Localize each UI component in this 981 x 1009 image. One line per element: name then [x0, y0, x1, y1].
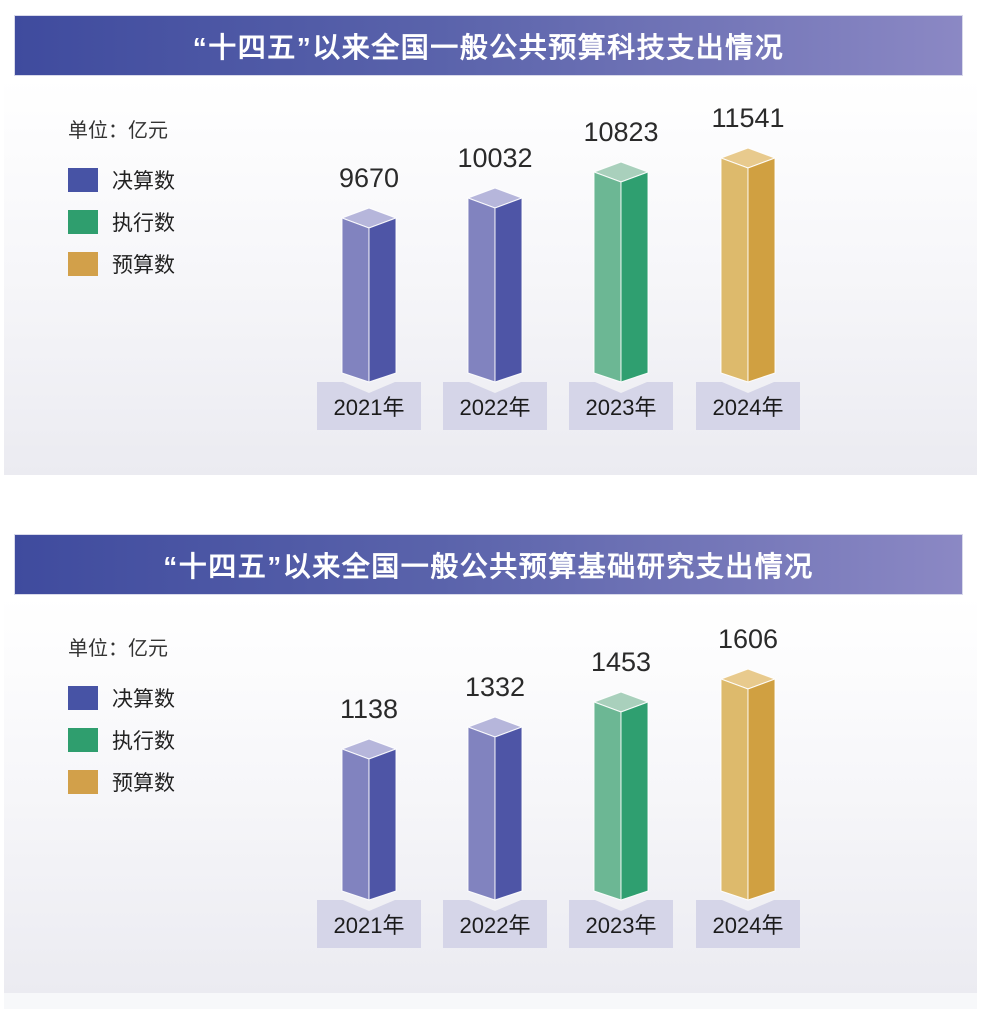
category-label: 2023年	[586, 913, 657, 938]
bottom-strip	[4, 993, 977, 1009]
bar-left-face	[593, 171, 622, 383]
bar-right-face	[368, 748, 397, 901]
final-legend-swatch	[68, 168, 98, 192]
final-legend-swatch	[68, 686, 98, 710]
budget-legend-swatch	[68, 770, 98, 794]
value-label: 1453	[591, 647, 651, 677]
bar-left-face	[467, 197, 496, 383]
bar-left-face	[467, 726, 496, 901]
legend-item: 执行数	[68, 728, 175, 753]
category-label: 2024年	[713, 913, 784, 938]
value-label: 10032	[457, 143, 532, 173]
category-label: 2023年	[586, 395, 657, 420]
year-label-box	[569, 382, 673, 430]
year-label-box	[443, 900, 547, 948]
legend-label: 执行数	[112, 730, 175, 753]
legend-label: 决算数	[112, 170, 175, 193]
legend: 决算数 执行数 预算数	[68, 168, 175, 294]
legend-label: 预算数	[112, 254, 175, 277]
value-label: 1606	[718, 624, 778, 654]
value-label: 11541	[711, 103, 784, 133]
bar-right-face	[620, 171, 649, 383]
year-label-box	[696, 382, 800, 430]
panel-title: “十四五”以来全国一般公共预算科技支出情况	[192, 31, 785, 63]
bar-left-face	[720, 157, 749, 383]
legend-item: 决算数	[68, 686, 175, 711]
bar-left-face	[593, 701, 622, 901]
bar-left-face	[720, 678, 749, 901]
category-label: 2021年	[334, 913, 405, 938]
executed-legend-swatch	[68, 728, 98, 752]
bar-left-face	[341, 217, 370, 383]
legend-label: 预算数	[112, 772, 175, 795]
year-label-box	[317, 382, 421, 430]
value-label: 9670	[339, 163, 399, 193]
value-label: 1332	[465, 672, 525, 702]
budget-legend-swatch	[68, 252, 98, 276]
chart-area-tech-spending: 单位：亿元 决算数执行数预算数 9670 2021年 10032 2022年 10823…	[4, 78, 977, 475]
legend-item: 预算数	[68, 252, 175, 277]
unit-label: 单位：亿元	[68, 120, 168, 142]
bar-right-face	[494, 197, 523, 383]
legend-label: 执行数	[112, 212, 175, 235]
legend-item: 决算数	[68, 168, 175, 193]
category-label: 2022年	[460, 395, 531, 420]
category-label: 2024年	[713, 395, 784, 420]
year-label-box	[696, 900, 800, 948]
year-label-box	[569, 900, 673, 948]
bar-right-face	[368, 217, 397, 383]
value-label: 10823	[583, 117, 658, 147]
value-label: 1138	[340, 694, 398, 724]
bar-chart-svg: 1138 2021年 1332 2022年 1453 2023年 1606 2024年	[317, 624, 800, 948]
title-bar-basic-research: “十四五”以来全国一般公共预算基础研究支出情况	[14, 534, 963, 595]
bar-right-face	[620, 701, 649, 901]
category-label: 2021年	[334, 395, 405, 420]
legend-label: 决算数	[112, 688, 175, 711]
chart-area-basic-research: 单位：亿元 决算数执行数预算数 1138 2021年 1332 2022年 1453 20…	[4, 596, 977, 993]
panel-title: “十四五”以来全国一般公共预算基础研究支出情况	[163, 550, 814, 582]
legend-item: 预算数	[68, 770, 175, 795]
bar-right-face	[747, 157, 776, 383]
legend: 决算数 执行数 预算数	[68, 686, 175, 812]
category-label: 2022年	[460, 913, 531, 938]
year-label-box	[443, 382, 547, 430]
year-label-box	[317, 900, 421, 948]
bar-right-face	[494, 726, 523, 901]
bar-right-face	[747, 678, 776, 901]
unit-label: 单位：亿元	[68, 638, 168, 660]
title-bar-tech-spending: “十四五”以来全国一般公共预算科技支出情况	[14, 15, 963, 76]
bar-chart-svg: 9670 2021年 10032 2022年 10823 2023年 11541 2024年	[317, 103, 800, 430]
bar-left-face	[341, 748, 370, 901]
executed-legend-swatch	[68, 210, 98, 234]
legend-item: 执行数	[68, 210, 175, 235]
